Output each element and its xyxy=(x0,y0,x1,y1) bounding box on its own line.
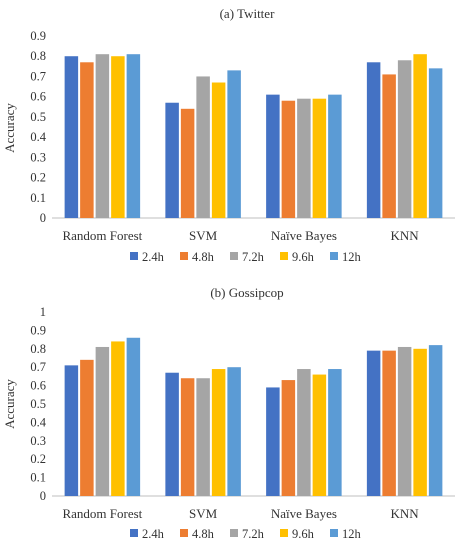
bar xyxy=(95,54,110,219)
legend-label: 7.2h xyxy=(242,250,265,264)
legend-swatch xyxy=(130,252,138,260)
y-tick-label: 0.3 xyxy=(30,434,46,448)
legend-label: 9.6h xyxy=(292,250,315,264)
chart-title: (a) Twitter xyxy=(220,6,275,21)
x-category-label: Naïve Bayes xyxy=(271,506,337,521)
legend-swatch xyxy=(230,252,238,260)
bar xyxy=(196,76,210,218)
bar xyxy=(165,102,179,218)
bar xyxy=(227,367,241,496)
bar xyxy=(382,74,396,218)
bar xyxy=(312,98,327,218)
x-category-label: Random Forest xyxy=(62,506,142,521)
bar xyxy=(312,374,327,496)
y-tick-label: 0.9 xyxy=(30,323,46,337)
legend-label: 12h xyxy=(342,527,362,541)
bar xyxy=(266,387,280,496)
bar xyxy=(428,68,443,218)
chart-twitter: (a) Twitter Accuracy 0 0.1 0.2 0.3 0.4 0.5 0.6… xyxy=(2,6,455,264)
bar xyxy=(281,100,296,218)
legend-swatch xyxy=(230,529,238,537)
x-category-label: SVM xyxy=(189,228,218,243)
legend-label: 12h xyxy=(342,250,362,264)
legend-label: 4.8h xyxy=(192,250,215,264)
legend-swatch xyxy=(330,529,338,537)
bar xyxy=(111,341,125,496)
y-tick-label: 0 xyxy=(40,489,46,503)
bar xyxy=(366,62,381,219)
bar xyxy=(165,372,179,496)
x-category-label: Random Forest xyxy=(62,228,142,243)
bar xyxy=(126,337,141,496)
y-tick-label: 0.5 xyxy=(30,110,46,124)
y-tick-label: 0.7 xyxy=(30,360,46,374)
bar xyxy=(95,346,110,496)
chart-title: (b) Gossipcop xyxy=(210,285,283,300)
legend-label: 4.8h xyxy=(192,527,215,541)
bar xyxy=(211,82,226,218)
y-tick-label: 0.1 xyxy=(30,471,46,485)
bar xyxy=(227,70,241,218)
y-tick-label: 1 xyxy=(40,305,46,319)
legend-label: 2.4h xyxy=(142,250,165,264)
legend-swatch xyxy=(280,252,288,260)
legend-swatch xyxy=(180,529,188,537)
bar xyxy=(397,60,412,219)
bar xyxy=(126,54,141,219)
bar xyxy=(80,62,94,219)
x-category-label: SVM xyxy=(189,506,218,521)
legend-swatch xyxy=(180,252,188,260)
y-tick-label: 0.2 xyxy=(30,452,46,466)
bar xyxy=(428,345,443,496)
bar xyxy=(328,94,342,218)
y-tick-label: 0.6 xyxy=(30,90,46,104)
bar xyxy=(64,56,79,218)
bar xyxy=(180,108,195,218)
y-axis-label: Accuracy xyxy=(2,103,17,153)
bar xyxy=(64,365,79,496)
bar xyxy=(413,54,427,219)
y-tick-label: 0.4 xyxy=(30,130,46,144)
bar xyxy=(328,369,342,496)
y-tick-label: 0.8 xyxy=(30,49,46,63)
bar xyxy=(196,378,210,496)
y-tick-label: 0.2 xyxy=(30,171,46,185)
bar xyxy=(297,369,311,496)
y-tick-label: 0.5 xyxy=(30,397,46,411)
y-tick-label: 0 xyxy=(40,211,46,225)
y-tick-label: 0.7 xyxy=(30,69,46,83)
legend-label: 2.4h xyxy=(142,527,165,541)
bar xyxy=(397,346,412,496)
bar xyxy=(266,94,280,218)
bar xyxy=(413,348,427,496)
x-category-label: Naïve Bayes xyxy=(271,228,337,243)
legend-swatch xyxy=(330,252,338,260)
bar xyxy=(180,378,195,496)
bar xyxy=(211,369,226,496)
bar xyxy=(297,98,311,218)
legend-swatch xyxy=(130,529,138,537)
x-category-label: KNN xyxy=(391,228,420,243)
chart-gossipcop: (b) Gossipcop Accuracy 0 0.1 0.2 0.3 0.4 0.5 0… xyxy=(2,285,455,541)
y-tick-label: 0.3 xyxy=(30,150,46,164)
legend-label: 9.6h xyxy=(292,527,315,541)
y-tick-label: 0.9 xyxy=(30,29,46,43)
bar xyxy=(111,56,125,218)
y-tick-label: 0.8 xyxy=(30,342,46,356)
legend-swatch xyxy=(280,529,288,537)
y-tick-label: 0.6 xyxy=(30,379,46,393)
legend-label: 7.2h xyxy=(242,527,265,541)
bar xyxy=(281,380,296,496)
y-axis-label: Accuracy xyxy=(2,379,17,429)
x-category-label: KNN xyxy=(391,506,420,521)
y-tick-label: 0.4 xyxy=(30,415,46,429)
bar xyxy=(80,359,94,496)
y-tick-label: 0.1 xyxy=(30,191,46,205)
bar xyxy=(366,350,381,496)
bar xyxy=(382,350,396,496)
